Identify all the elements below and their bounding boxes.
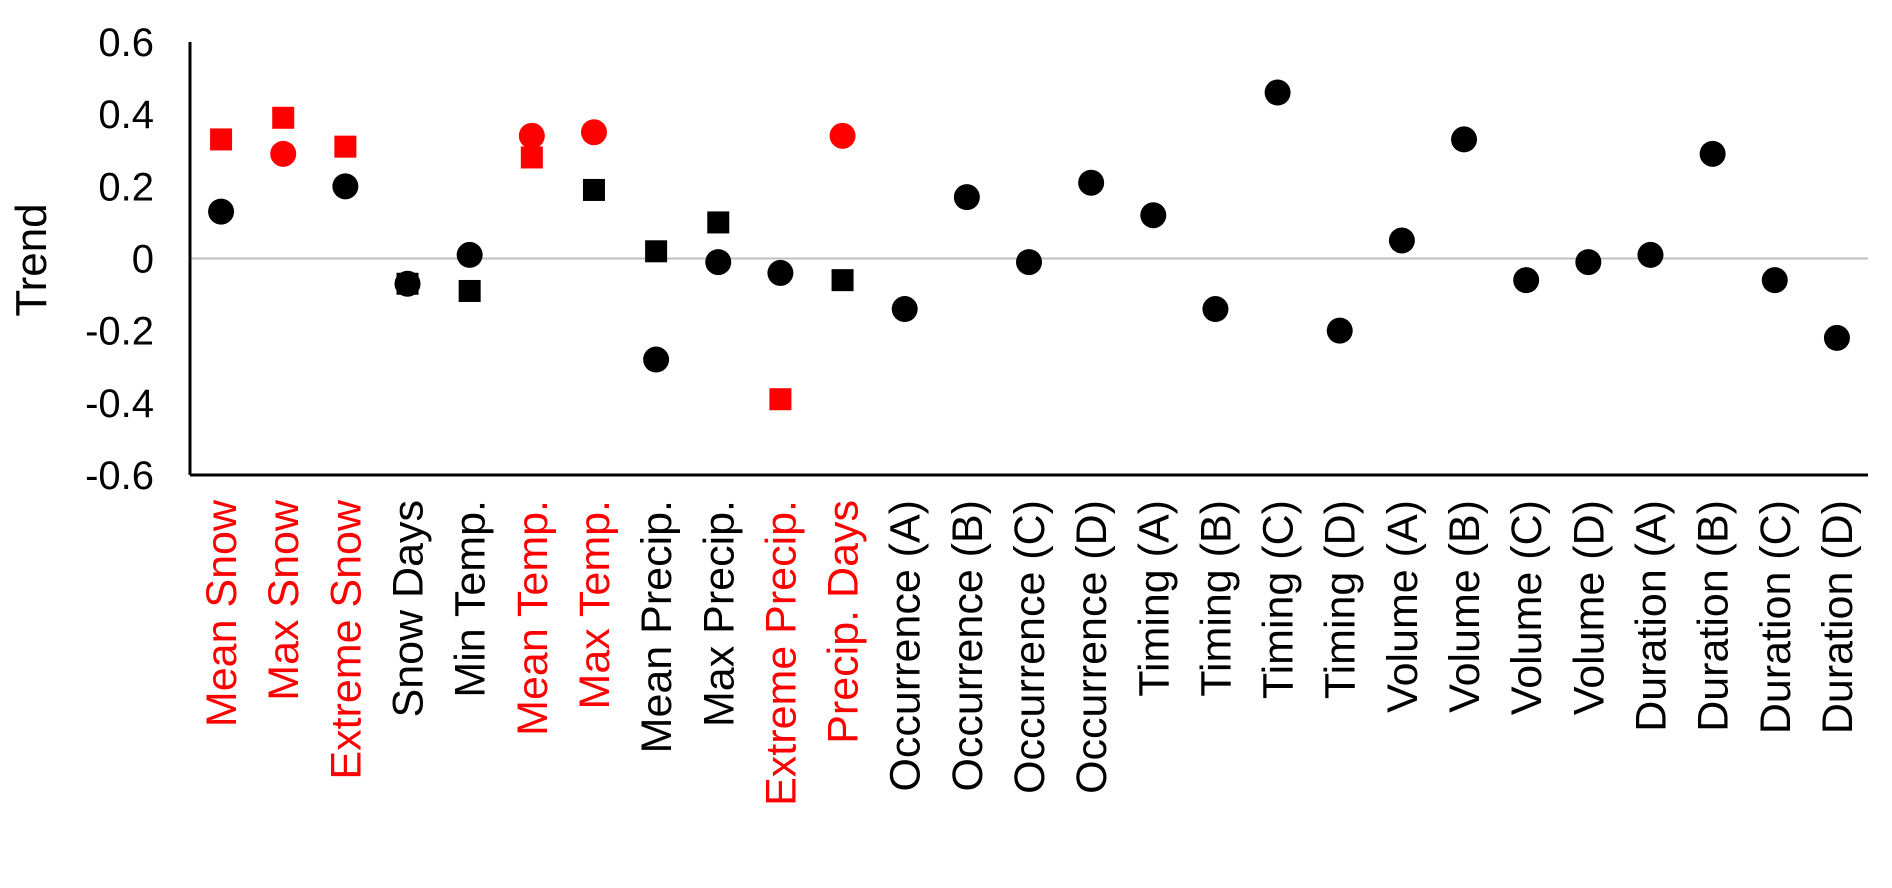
- x-axis-category-labels: Mean Snow Max Snow Extreme Snow Snow Days Mi…: [198, 499, 1862, 806]
- x-category-label: Volume (C): [1503, 500, 1551, 715]
- data-point-circle: [1078, 169, 1105, 196]
- y-tick-label: 0: [132, 238, 154, 282]
- x-category-label: Min Temp.: [447, 500, 495, 698]
- data-point-square: [458, 279, 481, 302]
- data-point-circle: [1823, 324, 1850, 351]
- x-category-label: Max Precip.: [695, 500, 743, 727]
- x-category-label: Occurrence (A): [882, 500, 930, 792]
- data-point-square: [272, 106, 295, 129]
- x-category-label: Duration (C): [1752, 500, 1800, 734]
- y-axis-title: Trend: [7, 203, 56, 316]
- data-point-square: [645, 240, 668, 263]
- x-category-label: Duration (A): [1627, 500, 1675, 732]
- x-category-label: Occurrence (B): [944, 500, 992, 792]
- x-category-label: Volume (B): [1441, 500, 1489, 713]
- x-category-label: Max Snow: [260, 499, 308, 701]
- data-point-circle: [829, 122, 856, 149]
- data-point-square: [707, 211, 730, 234]
- x-category-label: Mean Snow: [198, 499, 246, 727]
- data-point-square: [582, 178, 605, 201]
- x-category-label: Precip. Days: [820, 500, 868, 744]
- data-point-circle: [1513, 267, 1540, 294]
- data-point-circle: [953, 184, 980, 211]
- y-tick-label: -0.4: [85, 382, 154, 426]
- data-point-circle: [705, 249, 732, 276]
- x-category-label: Timing (A): [1130, 500, 1178, 697]
- data-point-circle: [1637, 241, 1664, 268]
- data-point-square: [210, 128, 233, 151]
- data-point-circle: [1575, 249, 1602, 276]
- y-tick-label: 0.6: [98, 21, 154, 65]
- x-category-label: Extreme Snow: [322, 499, 370, 780]
- data-point-circle: [208, 198, 235, 225]
- y-tick-label: -0.2: [85, 310, 154, 354]
- data-point-square: [769, 388, 792, 411]
- x-category-label: Timing (B): [1192, 500, 1240, 697]
- x-category-label: Volume (A): [1379, 500, 1427, 713]
- x-category-label: Duration (B): [1690, 500, 1738, 732]
- x-category-label: Occurrence (D): [1068, 500, 1116, 794]
- x-category-label: Occurrence (C): [1006, 500, 1054, 794]
- data-point-circle: [1388, 227, 1415, 254]
- x-category-label: Extreme Precip.: [757, 500, 805, 806]
- data-point-circle: [332, 173, 359, 200]
- x-category-label: Mean Precip.: [633, 500, 681, 753]
- x-category-label: Timing (C): [1255, 500, 1303, 699]
- data-point-circle: [1016, 249, 1042, 276]
- x-category-label: Snow Days: [385, 500, 433, 717]
- data-point-circle: [1326, 317, 1353, 344]
- data-point-circle: [1761, 267, 1788, 294]
- data-point-square: [831, 269, 854, 292]
- x-category-label: Timing (D): [1317, 500, 1365, 699]
- data-point-circle: [580, 119, 607, 146]
- data-point-circle: [767, 259, 794, 286]
- data-point-circle: [1699, 140, 1726, 167]
- data-point-circle: [1140, 202, 1167, 229]
- data-point-square: [396, 272, 419, 295]
- x-category-label: Max Temp.: [571, 500, 619, 710]
- x-category-label: Volume (D): [1565, 500, 1613, 715]
- data-point-circle: [518, 122, 545, 149]
- data-point-square: [334, 135, 357, 158]
- data-point-circle: [643, 346, 670, 373]
- data-point-circle: [456, 241, 483, 268]
- data-point-circle: [891, 296, 918, 323]
- data-point-circle: [270, 140, 297, 167]
- y-axis-tick-labels: 0.6 0.4 0.2 0 -0.2 -0.4 -0.6: [85, 21, 154, 498]
- y-tick-label: -0.6: [85, 454, 154, 498]
- x-category-label: Mean Temp.: [509, 500, 557, 736]
- data-point-square: [520, 146, 543, 169]
- y-tick-label: 0.4: [98, 93, 154, 137]
- y-tick-label: 0.2: [98, 165, 154, 209]
- data-point-circle: [1264, 79, 1291, 106]
- data-points: [208, 79, 1850, 411]
- data-point-circle: [1451, 126, 1478, 153]
- data-point-circle: [1202, 296, 1229, 323]
- x-category-label: Duration (D): [1814, 500, 1862, 734]
